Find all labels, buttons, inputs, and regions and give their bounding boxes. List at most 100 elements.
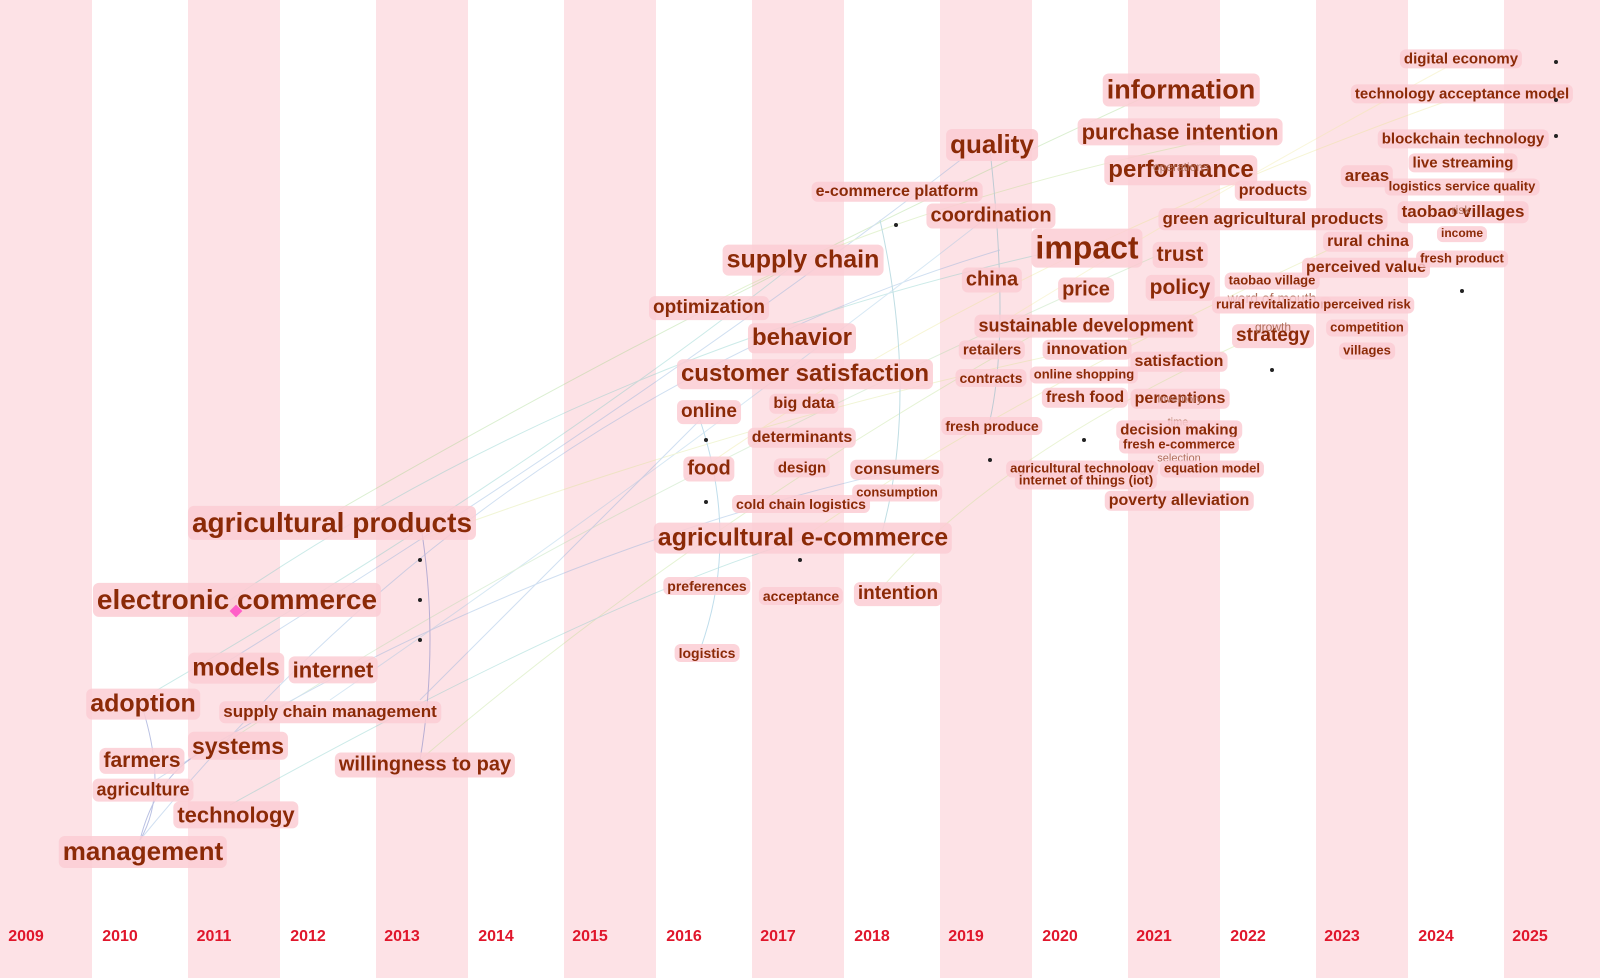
keyword-label[interactable]: inventory (1157, 393, 1203, 406)
keyword-label[interactable]: e-commerce platform (811, 181, 983, 203)
keyword-label[interactable]: income (1436, 226, 1488, 242)
keyword-label[interactable]: agriculture (92, 778, 194, 802)
keyword-label[interactable]: risk (1451, 203, 1471, 218)
keyword-label[interactable]: customer satisfaction (676, 359, 934, 389)
keyword-label[interactable]: fresh food (1041, 387, 1129, 409)
keyword-node (798, 558, 802, 562)
keyword-label[interactable]: retailers (958, 340, 1026, 360)
keyword-label[interactable]: perceptions (1130, 388, 1230, 410)
keyword-label[interactable]: taobao villages (1397, 201, 1529, 223)
keyword-label[interactable]: fresh product (1416, 250, 1508, 268)
keyword-label[interactable]: internet of things (iot) (1014, 472, 1158, 490)
keyword-label[interactable]: behavior (747, 323, 857, 353)
keyword-label[interactable]: technology acceptance model (1350, 84, 1574, 104)
keyword-label[interactable]: strategy (1232, 324, 1314, 348)
year-band (188, 0, 280, 978)
keyword-label[interactable]: food (683, 456, 735, 482)
keyword-node (704, 438, 708, 442)
keyword-label[interactable]: innovation (1042, 339, 1132, 361)
keyword-label[interactable]: areas (1340, 165, 1394, 187)
keyword-node (1554, 60, 1558, 64)
keyword-label[interactable]: perceived risk (1319, 296, 1415, 314)
keyword-label[interactable]: preferences (663, 576, 751, 596)
keyword-label[interactable]: contracts (955, 368, 1027, 388)
keyword-label[interactable]: internet (288, 656, 378, 684)
keyword-label[interactable]: online shopping (1029, 366, 1139, 384)
year-label: 2014 (478, 928, 514, 945)
keyword-label[interactable]: quality (946, 129, 1038, 161)
keyword-label[interactable]: management (58, 836, 228, 868)
keyword-label[interactable]: design (773, 458, 831, 478)
year-label: 2011 (196, 928, 232, 945)
keyword-label[interactable]: satisfaction (1130, 351, 1228, 373)
keyword-label[interactable]: decision making (1116, 420, 1242, 440)
keyword-label[interactable]: competition (1326, 319, 1408, 337)
keyword-node (1082, 438, 1086, 442)
keyword-node (418, 558, 422, 562)
keyword-label[interactable]: supply chain management (219, 701, 441, 723)
keyword-label[interactable]: big data (769, 393, 839, 415)
keyword-label[interactable]: agricultural products (187, 505, 477, 541)
keyword-label[interactable]: online (677, 400, 741, 424)
year-band (940, 0, 1032, 978)
keyword-label[interactable]: coordination (926, 203, 1056, 229)
keyword-node (418, 638, 422, 642)
keyword-label[interactable]: farmers (99, 747, 185, 775)
keyword-label[interactable]: models (188, 652, 284, 684)
keyword-label[interactable]: green agricultural products (1158, 208, 1388, 230)
keyword-label[interactable]: determinants (747, 427, 857, 449)
keyword-label[interactable]: trust (1152, 241, 1208, 269)
keyword-node (1554, 98, 1558, 102)
keyword-label[interactable]: purchase intention (1077, 118, 1283, 146)
keyword-label[interactable]: sustainable development (974, 314, 1198, 338)
keyword-node (704, 500, 708, 504)
keyword-label[interactable]: technology (173, 801, 299, 829)
keyword-node (988, 458, 992, 462)
year-label: 2016 (666, 928, 702, 945)
keyword-label[interactable]: supply chain (722, 244, 884, 276)
keyword-label[interactable]: impact (1031, 228, 1143, 268)
keyword-label[interactable]: villages (1339, 342, 1395, 360)
keyword-label[interactable]: live streaming (1408, 153, 1518, 173)
keyword-label[interactable]: rural china (1323, 231, 1413, 253)
keyword-label[interactable]: policy (1145, 274, 1215, 302)
keyword-label[interactable]: adoption (86, 688, 200, 720)
keyword-label[interactable]: fresh produce (941, 416, 1043, 436)
keyword-node (1270, 368, 1274, 372)
keyword-label[interactable]: products (1234, 180, 1312, 202)
keyword-label[interactable]: agricultural e-commerce (653, 522, 953, 554)
year-label: 2024 (1418, 928, 1454, 945)
keyword-label[interactable]: cold chain logistics (732, 494, 870, 514)
year-band (0, 0, 92, 978)
year-label: 2012 (290, 928, 326, 945)
keyword-label[interactable]: logistics service quality (1384, 178, 1540, 196)
year-band (1504, 0, 1600, 978)
keyword-label[interactable]: operations (1152, 160, 1210, 175)
year-label: 2022 (1230, 928, 1266, 945)
keyword-label[interactable]: fresh e-commerce (1119, 436, 1239, 454)
keyword-label[interactable]: price (1058, 277, 1114, 303)
keyword-label[interactable]: optimization (649, 296, 769, 320)
keyword-label[interactable]: poverty alleviation (1104, 490, 1254, 512)
keyword-label[interactable]: equation model (1159, 460, 1265, 478)
year-label: 2009 (8, 928, 44, 945)
keyword-label[interactable]: consumption (852, 484, 942, 502)
keyword-label[interactable]: taobao village (1224, 272, 1320, 290)
keyword-label[interactable]: blockchain technology (1377, 129, 1549, 149)
keyword-label[interactable]: perceived value (1301, 257, 1431, 279)
keyword-label[interactable]: information (1102, 73, 1260, 107)
keyword-label[interactable]: rural revitalization (1212, 296, 1332, 314)
keyword-label[interactable]: digital economy (1399, 49, 1523, 69)
keyword-label[interactable]: acceptance (758, 586, 844, 606)
keyword-label[interactable]: electronic commerce (92, 582, 382, 618)
year-label: 2019 (948, 928, 984, 945)
keyword-label[interactable]: intention (853, 582, 943, 606)
keyword-label[interactable]: growth (1254, 320, 1292, 335)
keyword-label[interactable]: logistics (674, 643, 740, 663)
keyword-label[interactable]: consumers (850, 459, 944, 481)
keyword-label[interactable]: systems (187, 731, 289, 761)
keyword-label[interactable]: performance (1104, 155, 1258, 185)
keyword-label[interactable]: china (961, 267, 1023, 293)
keyword-node (894, 223, 898, 227)
keyword-label[interactable]: willingness to pay (334, 752, 516, 778)
